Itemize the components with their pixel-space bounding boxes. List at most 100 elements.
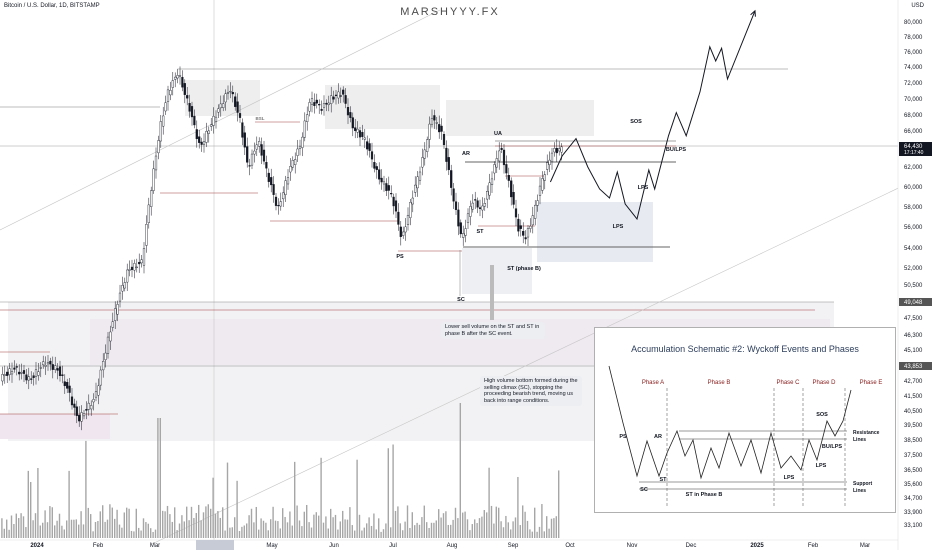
candle xyxy=(294,152,297,174)
candle xyxy=(210,118,213,131)
resistance-label: Resistance xyxy=(853,430,880,436)
candle xyxy=(186,87,189,106)
volume-bar xyxy=(97,520,99,538)
volume-bar xyxy=(553,518,555,538)
volume-bar xyxy=(87,507,89,538)
volume-bar xyxy=(255,506,257,538)
candle xyxy=(68,377,71,402)
candle xyxy=(126,263,129,291)
volume-bar xyxy=(493,523,495,538)
volume-bar xyxy=(135,508,137,538)
crosshair-time-badge xyxy=(196,540,234,550)
y-tick-label: 76,000 xyxy=(904,50,923,56)
volume-bar xyxy=(291,525,293,538)
volume-bar xyxy=(114,518,116,538)
volume-bar xyxy=(440,517,442,538)
watermark: MARSHYYY.FX xyxy=(400,6,500,18)
volume-bar xyxy=(277,521,279,538)
volume-bar xyxy=(178,523,181,538)
volume-bar xyxy=(478,518,481,538)
volume-bar xyxy=(229,527,231,538)
y-tick-label: 80,000 xyxy=(904,20,923,26)
candle xyxy=(46,355,50,371)
candle xyxy=(450,164,453,196)
volume-bar xyxy=(85,440,87,538)
candle xyxy=(555,139,558,162)
candle xyxy=(58,360,62,382)
shaded-box xyxy=(462,248,532,294)
volume-bar xyxy=(498,507,500,538)
candle xyxy=(366,135,369,156)
volume-bar xyxy=(447,524,449,538)
volume-bar xyxy=(90,514,92,538)
volume-bar xyxy=(416,522,418,538)
volume-bar xyxy=(344,519,346,538)
volume-bar xyxy=(337,529,339,538)
candle xyxy=(435,116,438,130)
candle xyxy=(104,344,107,368)
candle xyxy=(291,156,294,171)
candle xyxy=(445,140,448,171)
volume-bar xyxy=(298,520,301,538)
volume-bar xyxy=(339,521,341,538)
volume-bar xyxy=(519,525,521,538)
volume-bar xyxy=(78,524,80,538)
volume-bar xyxy=(308,522,310,538)
currency-label: USD xyxy=(911,3,924,9)
candle xyxy=(433,109,436,129)
event-label: BU/LPS xyxy=(822,444,843,450)
volume-bar xyxy=(166,505,169,538)
candle xyxy=(505,155,508,180)
candle xyxy=(282,186,285,208)
candle xyxy=(373,154,376,173)
candle xyxy=(409,199,412,226)
candle xyxy=(121,276,124,300)
candle xyxy=(322,95,326,116)
candle xyxy=(481,197,484,219)
candle xyxy=(128,260,131,277)
price-badge xyxy=(899,142,932,156)
candle xyxy=(332,90,335,103)
candle xyxy=(370,142,374,168)
volume-bar xyxy=(18,518,20,538)
volume-bar xyxy=(250,508,253,538)
volume-bar xyxy=(529,529,531,538)
y-tick-label: 56,000 xyxy=(904,225,923,231)
volume-bar xyxy=(217,510,219,538)
candle xyxy=(178,66,182,85)
price-badge xyxy=(899,298,932,306)
volume-bar xyxy=(397,506,399,538)
candle xyxy=(145,215,148,253)
price-badge-label: 64,430 xyxy=(904,144,923,150)
price-badge-label: 43,853 xyxy=(904,364,923,370)
candle xyxy=(181,70,184,92)
price-badge-label: 49,048 xyxy=(904,300,923,306)
candle xyxy=(174,72,177,88)
volume-bar xyxy=(214,513,217,538)
volume-bar xyxy=(481,516,483,538)
event-label: AR xyxy=(654,434,662,440)
volume-bar xyxy=(274,520,277,538)
volume-bar xyxy=(505,515,507,538)
volume-bar xyxy=(34,513,37,538)
volume-bar xyxy=(442,513,445,538)
schematic-path xyxy=(608,365,852,480)
candle xyxy=(234,92,237,111)
candle xyxy=(308,98,311,117)
y-tick-label: 54,000 xyxy=(904,246,923,252)
candle xyxy=(106,332,110,359)
candle xyxy=(111,312,114,332)
volume-bar xyxy=(279,528,281,538)
volume-bar xyxy=(1,518,3,538)
candle xyxy=(82,409,86,420)
candle xyxy=(8,363,11,381)
volume-bar xyxy=(42,522,44,538)
volume-bar xyxy=(318,515,320,538)
candle xyxy=(44,356,47,375)
wyckoff-label: SC xyxy=(457,297,465,303)
candle xyxy=(164,95,167,115)
candle xyxy=(495,150,498,173)
volume-bar xyxy=(138,527,140,538)
volume-bar xyxy=(174,507,176,538)
candle xyxy=(166,85,170,111)
